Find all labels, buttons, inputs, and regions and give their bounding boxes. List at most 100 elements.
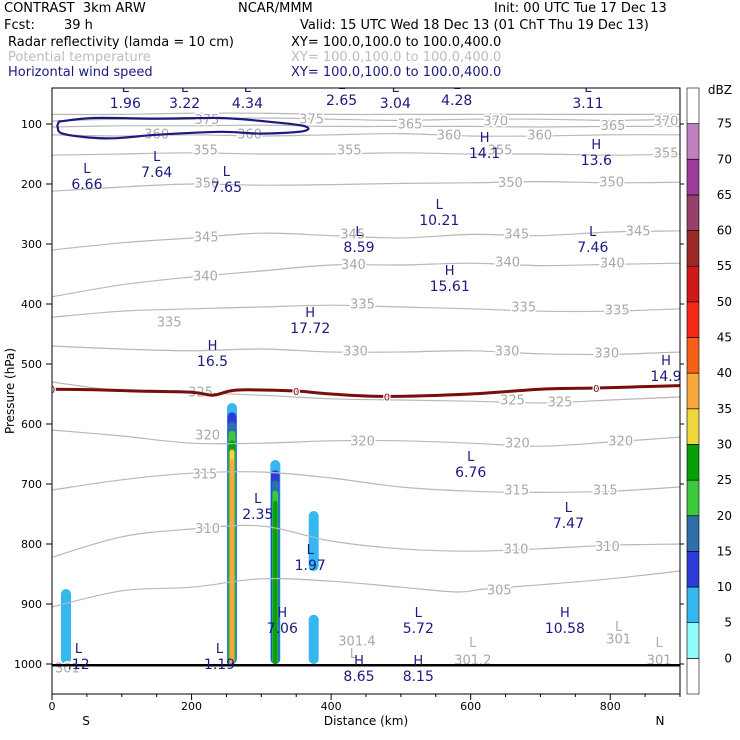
theta-label-43: 310 (504, 543, 529, 558)
colorbar-swatch-4 (686, 515, 700, 552)
y-tick-label-200: 200 (21, 178, 42, 191)
colorbar-swatch-3 (686, 551, 700, 588)
wind-extremum-type-15: H (445, 264, 455, 279)
wind-extremum-type-20: L (565, 501, 573, 516)
colorbar: 0 5 10 15 20 25 30 35 40 45 50 55 60 65 70 75 dBZ (686, 83, 732, 695)
theta-label-11: 355 (337, 144, 362, 159)
wind-extremum-value-0: 1.96 (110, 96, 141, 112)
wind-extremum-value-20: 7.47 (553, 516, 584, 532)
wind-extremum-value-21: 2.35 (242, 507, 273, 523)
field-name-wind: Horizontal wind speed (8, 65, 153, 80)
theta-label-15: 350 (498, 176, 523, 191)
theta-label-4: 375 (299, 112, 324, 127)
wind-extremum-value-8: 13.6 (581, 153, 612, 169)
wind-extremum-value-26: .12 (67, 657, 89, 673)
colorbar-unit: dBZ (708, 83, 732, 97)
colorbar-swatch-2 (686, 586, 700, 623)
axes-layer: 100 200 300 400 500 600 700 800 900 1000 0 200 400 60… (3, 118, 684, 728)
theta-label-33: 325 (500, 394, 525, 409)
y-tick-label-500: 500 (21, 358, 42, 371)
colorbar-label-55: 55 (717, 259, 732, 273)
y-tick-label-400: 400 (21, 298, 42, 311)
theta-label-16: 350 (599, 175, 624, 190)
theta-label-12: 355 (488, 144, 513, 159)
theta-label-9: 365 (601, 119, 626, 134)
reflectivity-cell-2-level-25 (273, 500, 278, 664)
theta-label-28: 335 (605, 304, 630, 319)
wind-extremum-value-18: 14.9 (650, 369, 681, 385)
wind-extremum-type-25: H (560, 606, 570, 621)
wind-extremum-value-28: 8.65 (343, 669, 374, 685)
theta-label-41: 315 (593, 484, 618, 499)
zero-contour-label-0: 0 (49, 385, 55, 396)
colorbar-label-45: 45 (717, 331, 732, 345)
theta-label-13: 355 (654, 147, 679, 162)
y-axis-title: Pressure (hPa) (3, 348, 17, 434)
theta-label-5: 365 (398, 118, 423, 133)
wind-extremum-value-27: 1.19 (204, 657, 235, 673)
model-title: CONTRAST 3km ARW (4, 1, 146, 16)
colorbar-label-30: 30 (717, 438, 732, 452)
theta-label-46: 301.4 (338, 634, 375, 649)
wind-extremum-value-5: 4.28 (441, 93, 472, 109)
theta-label-7: 370 (483, 115, 508, 130)
theta-contour-315 (52, 471, 680, 494)
colorbar-swatch-7 (686, 408, 700, 445)
theta-label-18: 345 (340, 228, 365, 243)
colorbar-label-25: 25 (717, 473, 732, 487)
colorbar-label-5: 5 (724, 616, 732, 630)
wind-extremum-value-15: 15.61 (430, 279, 470, 295)
wind-extremum-type-24: L (415, 606, 423, 621)
theta-label-26: 335 (350, 298, 375, 313)
x-end-label-north: N (656, 714, 665, 728)
theta-contour-365 (52, 124, 680, 128)
wind-extremum-type-27: L (216, 642, 224, 657)
wind-jet-contour (56, 116, 310, 140)
wind-layer: 0 0 00L1.96L3.22L4.34L2.65L3.04L4.28L3.11H… (49, 81, 681, 685)
wind-extremum-value-24: 5.72 (403, 621, 434, 637)
colorbar-swatch-8 (686, 372, 700, 410)
wind-extremum-value-12: 10.21 (419, 213, 459, 229)
colorbar-swatch-5 (686, 479, 700, 517)
theta-contour-305 (52, 570, 680, 608)
colorbar-label-20: 20 (717, 509, 732, 523)
colorbar-label-75: 75 (717, 117, 732, 131)
x-tick-label-800: 800 (600, 700, 621, 713)
y-tick-label-600: 600 (21, 418, 42, 431)
wind-extremum-value-7: 14.1 (469, 146, 500, 162)
colorbar-label-35: 35 (717, 402, 732, 416)
wind-extremum-type-17: H (208, 339, 218, 354)
theta-label-36: 320 (350, 435, 375, 450)
theta-label-22: 340 (341, 258, 366, 273)
wind-extremum-type-8: H (591, 138, 601, 153)
theta-label-34: 325 (548, 396, 573, 411)
y-tick-label-1000: 1000 (14, 658, 42, 671)
theta-label-23: 340 (495, 256, 520, 271)
wind-extremum-type-12: L (436, 198, 444, 213)
theta-label-45: 305 (487, 583, 512, 598)
y-tick-label-900: 900 (21, 598, 42, 611)
zero-contour-label-3: 0 (593, 384, 599, 395)
wind-extremum-type-19: L (467, 450, 475, 465)
theta-label-10: 370 (654, 115, 679, 130)
colorbar-label-40: 40 (717, 366, 732, 380)
colorbar-swatch-9 (686, 337, 700, 374)
colorbar-swatch-0 (686, 658, 700, 695)
theta-label-30: 330 (495, 345, 520, 360)
reflectivity-layer (61, 403, 319, 664)
theta-label-6: 360 (437, 129, 462, 144)
wind-extremum-type-7: H (480, 131, 490, 146)
colorbar-swatch-12 (686, 230, 700, 267)
x-tick-label-200: 200 (181, 700, 202, 713)
wind-extremum-type-4: L (392, 81, 400, 96)
theta-label-1: 355 (193, 144, 218, 159)
x-tick-label-400: 400 (321, 700, 342, 713)
theta-label-35: 320 (195, 429, 220, 444)
wind-extremum-value-3: 2.65 (326, 93, 357, 109)
wind-extremum-type-26: L (75, 642, 83, 657)
wind-extremum-type-21: L (254, 492, 262, 507)
wind-extremum-value-1: 3.22 (169, 96, 200, 112)
colorbar-swatch-1 (686, 622, 700, 659)
fcst-label: Fcst: (4, 18, 35, 33)
